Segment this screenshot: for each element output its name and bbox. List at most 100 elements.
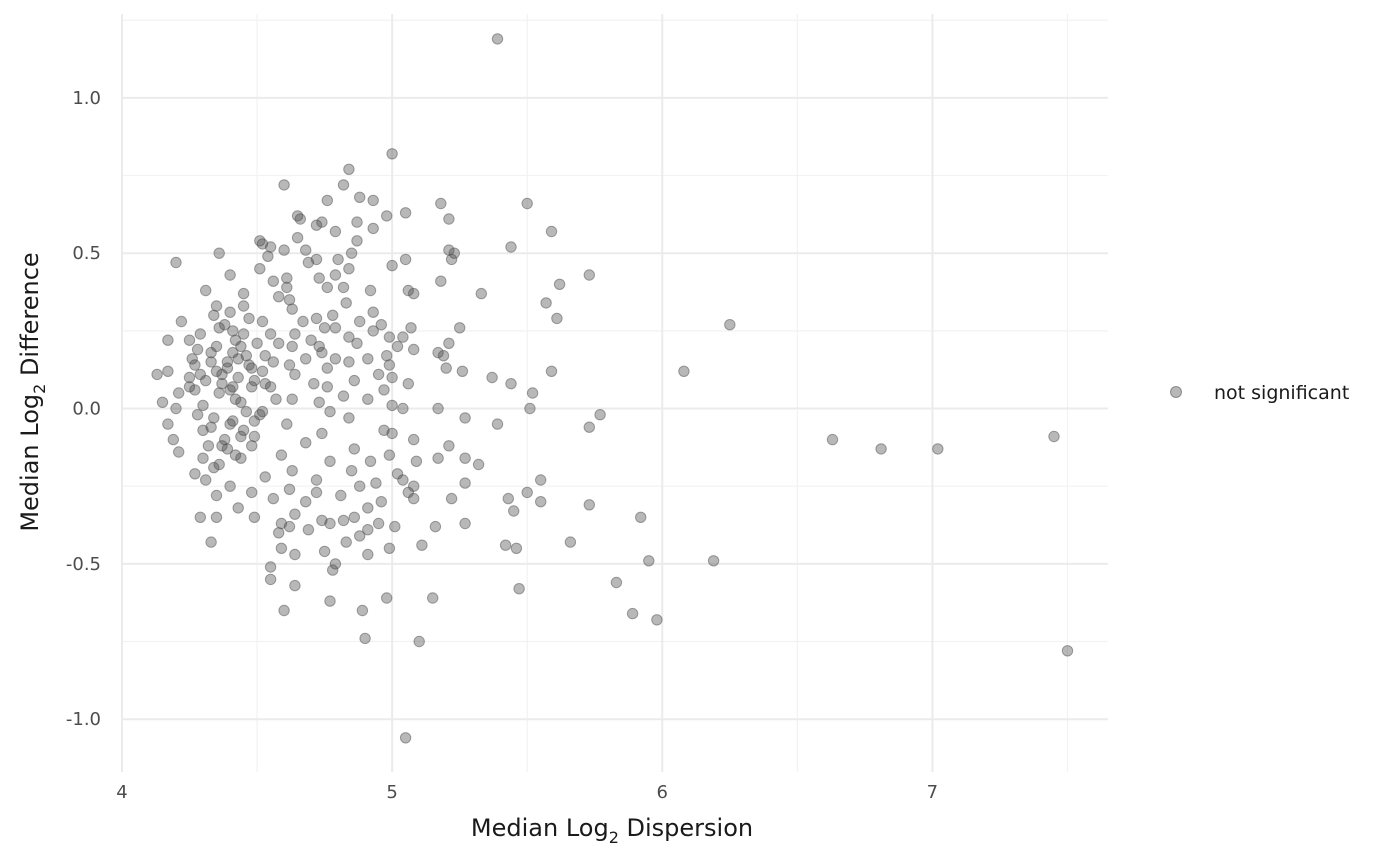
data-point bbox=[210, 489, 223, 502]
data-point bbox=[191, 343, 204, 356]
data-point bbox=[437, 350, 450, 362]
data-point bbox=[410, 455, 423, 467]
data-point bbox=[367, 194, 379, 207]
data-point bbox=[278, 244, 290, 256]
data-point bbox=[210, 365, 223, 377]
data-point bbox=[316, 427, 328, 440]
data-point bbox=[289, 548, 301, 561]
data-point bbox=[443, 440, 455, 452]
data-point bbox=[386, 148, 398, 160]
data-point bbox=[324, 517, 336, 530]
data-point bbox=[448, 247, 460, 259]
data-point bbox=[391, 340, 404, 353]
data-point bbox=[402, 378, 414, 390]
data-point bbox=[343, 356, 355, 368]
data-point bbox=[256, 315, 269, 328]
data-point bbox=[375, 319, 387, 331]
data-point bbox=[413, 635, 425, 648]
data-point bbox=[170, 402, 182, 415]
y-tick-label: 1.0 bbox=[72, 88, 101, 109]
data-point bbox=[310, 312, 323, 325]
data-point bbox=[343, 412, 355, 424]
data-point bbox=[248, 374, 261, 387]
data-point bbox=[386, 371, 398, 384]
data-point bbox=[408, 433, 420, 446]
data-point bbox=[162, 334, 174, 346]
data-point bbox=[367, 222, 379, 235]
data-point bbox=[443, 337, 455, 349]
data-point bbox=[221, 443, 234, 455]
data-point bbox=[313, 272, 325, 284]
data-point bbox=[505, 241, 517, 253]
data-point bbox=[324, 455, 336, 467]
data-point bbox=[224, 480, 236, 492]
data-point bbox=[248, 430, 261, 443]
data-point bbox=[170, 256, 182, 269]
x-tick-label: 4 bbox=[116, 782, 127, 803]
data-point bbox=[224, 269, 236, 281]
data-point bbox=[151, 368, 163, 381]
data-point bbox=[208, 412, 220, 424]
data-point bbox=[229, 393, 242, 405]
data-point bbox=[186, 353, 198, 365]
data-point bbox=[510, 542, 523, 554]
data-point bbox=[321, 362, 333, 374]
data-point bbox=[332, 253, 344, 266]
minor-gridlines bbox=[122, 14, 1108, 772]
data-point bbox=[321, 194, 333, 207]
data-point bbox=[354, 530, 366, 542]
legend-label: not significant bbox=[1214, 382, 1349, 404]
data-points bbox=[151, 33, 1074, 744]
data-point bbox=[826, 433, 839, 446]
data-point bbox=[459, 452, 471, 464]
data-point bbox=[213, 322, 225, 334]
data-point bbox=[502, 492, 514, 505]
data-point bbox=[405, 322, 417, 334]
data-point bbox=[397, 474, 409, 486]
data-point bbox=[243, 312, 255, 325]
data-point bbox=[381, 350, 393, 362]
data-point bbox=[189, 384, 201, 396]
x-axis-tick-labels: 4 5 6 7 bbox=[116, 782, 938, 803]
data-point bbox=[545, 365, 558, 377]
data-point bbox=[351, 216, 363, 228]
data-point bbox=[289, 368, 301, 381]
data-point bbox=[281, 418, 293, 430]
data-point bbox=[205, 356, 217, 368]
data-point bbox=[183, 371, 196, 384]
data-point bbox=[329, 558, 342, 570]
data-point bbox=[370, 477, 382, 489]
data-point bbox=[194, 511, 207, 523]
major-gridlines bbox=[121, 14, 1108, 772]
data-point bbox=[321, 281, 333, 294]
data-point bbox=[583, 499, 595, 511]
data-point bbox=[183, 381, 196, 393]
data-point bbox=[202, 440, 215, 452]
data-point bbox=[259, 471, 271, 483]
x-axis-title: Median Log2 Dispersion bbox=[471, 814, 753, 847]
data-point bbox=[364, 455, 377, 467]
data-point bbox=[362, 393, 374, 405]
data-point bbox=[335, 489, 347, 502]
data-point bbox=[246, 381, 258, 393]
data-point bbox=[235, 452, 247, 464]
data-point bbox=[499, 539, 512, 551]
data-point bbox=[237, 300, 250, 312]
data-point bbox=[289, 508, 301, 520]
data-point bbox=[329, 353, 342, 365]
data-point bbox=[264, 328, 277, 340]
data-point bbox=[283, 483, 296, 495]
data-point bbox=[367, 306, 379, 318]
y-axis-tick-labels: -1.0 -0.5 0.0 0.5 1.0 bbox=[66, 88, 101, 730]
data-point bbox=[551, 312, 563, 325]
data-point bbox=[472, 458, 485, 471]
data-point bbox=[310, 474, 323, 486]
data-point bbox=[270, 393, 282, 405]
data-point bbox=[219, 319, 231, 331]
data-point bbox=[200, 284, 212, 297]
data-point bbox=[273, 291, 285, 303]
data-point bbox=[343, 163, 355, 176]
data-point bbox=[354, 480, 366, 492]
data-point bbox=[273, 337, 285, 349]
